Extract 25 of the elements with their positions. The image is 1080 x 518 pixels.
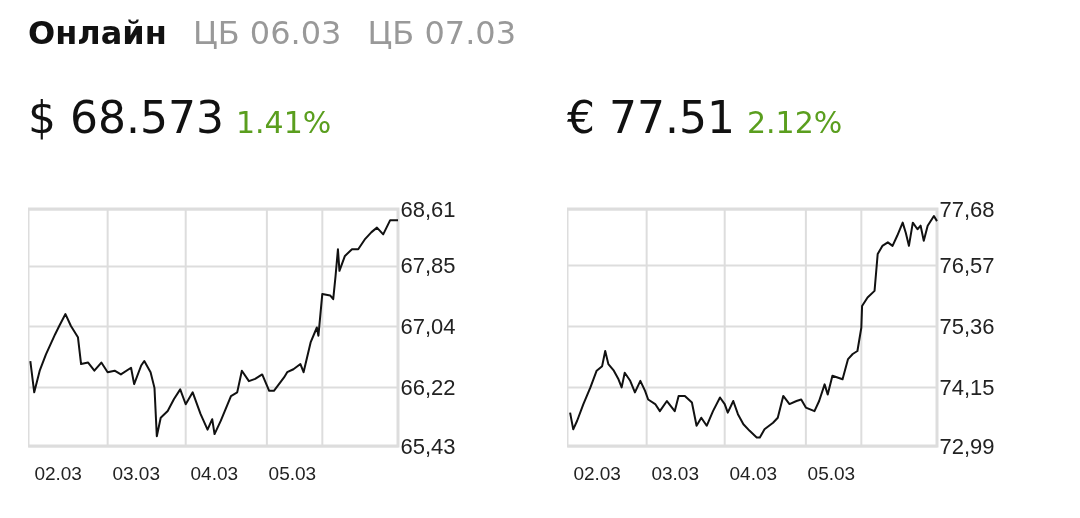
x-tick-label: 04.03 — [190, 462, 239, 484]
x-tick-label: 05.03 — [268, 462, 317, 484]
x-tick-label: 02.03 — [573, 462, 621, 484]
y-tick-label: 76,57 — [939, 252, 995, 278]
x-tick-label: 04.03 — [729, 462, 778, 484]
text: ЦБ 07.03 — [367, 14, 517, 52]
chart-subtitle: 2.12% — [746, 105, 843, 140]
y-tick-label: 68,61 — [400, 196, 456, 222]
y-tick-label: 77,68 — [939, 196, 995, 222]
chart-title: € 77.51 — [567, 92, 735, 143]
text: Онлайн — [28, 14, 167, 52]
y-tick-label: 67,85 — [400, 253, 456, 279]
chart-subtitle: 1.41% — [235, 105, 332, 140]
y-tick-label: 66,22 — [400, 374, 456, 400]
y-tick-label: 74,15 — [939, 374, 995, 400]
x-tick-label: 03.03 — [112, 462, 160, 484]
text: ЦБ 06.03 — [192, 14, 342, 52]
x-tick-label: 02.03 — [34, 462, 82, 484]
y-tick-label: 75,36 — [939, 313, 995, 339]
x-tick-label: 05.03 — [807, 462, 856, 484]
x-tick-label: 03.03 — [651, 462, 699, 484]
chart-title: $ 68.573 — [28, 92, 224, 143]
y-tick-label: 67,04 — [400, 313, 456, 339]
y-tick-label: 65,43 — [400, 433, 456, 459]
y-tick-label: 72,99 — [939, 433, 995, 459]
